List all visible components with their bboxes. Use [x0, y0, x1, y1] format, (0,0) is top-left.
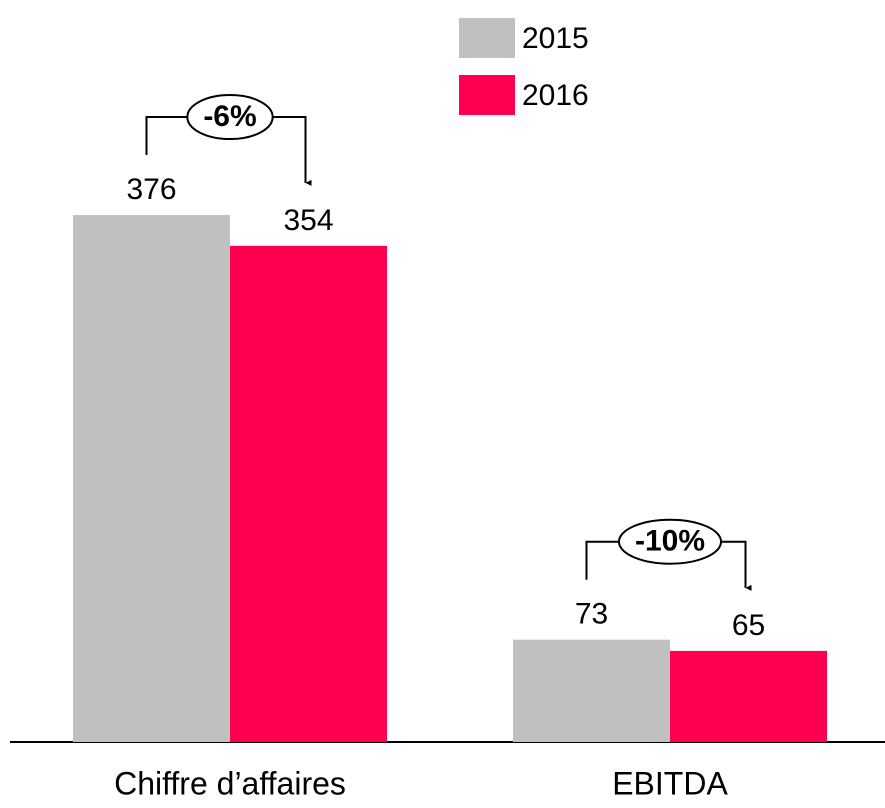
- bar: [670, 650, 827, 742]
- bracket-arrow: [721, 540, 752, 591]
- bar: [73, 215, 230, 742]
- legend-label: 2016: [522, 79, 589, 112]
- bracket: [145, 116, 188, 156]
- bar: [513, 639, 670, 742]
- category-label: EBITDA: [612, 765, 728, 801]
- change-label: -10%: [635, 525, 705, 558]
- bar: [230, 245, 387, 742]
- value-label: 354: [283, 204, 333, 237]
- legend-swatch: [459, 75, 515, 115]
- bracket-arrow: [272, 116, 312, 186]
- value-label: 65: [732, 609, 765, 642]
- value-label: 376: [126, 173, 176, 206]
- category-label: Chiffre d’affaires: [114, 765, 346, 801]
- change-label: -6%: [203, 100, 256, 133]
- bracket: [585, 540, 619, 580]
- value-label: 73: [575, 598, 608, 631]
- legend-swatch: [459, 18, 515, 58]
- legend-label: 2015: [522, 22, 589, 55]
